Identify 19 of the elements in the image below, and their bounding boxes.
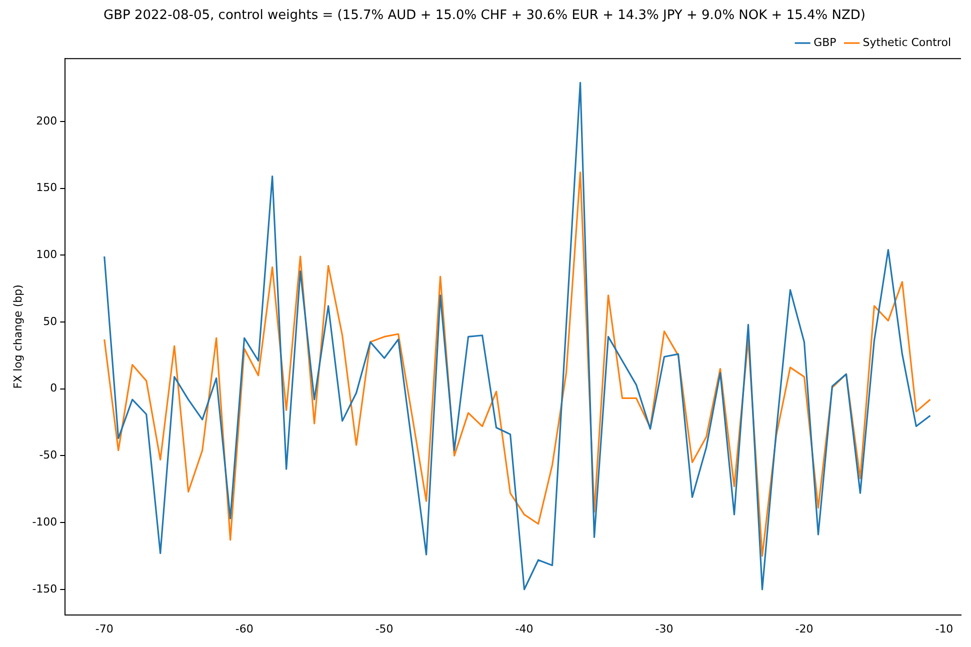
y-tick-label: -50 [39, 448, 58, 462]
y-tick-label: 0 [50, 382, 58, 395]
y-tick-label: -100 [32, 515, 58, 528]
legend-label: GBP [814, 36, 837, 49]
x-tick-label: -20 [795, 622, 814, 636]
y-tick-label: 150 [36, 181, 58, 194]
y-tick-label: -150 [32, 582, 58, 596]
y-tick-label: 200 [36, 114, 58, 128]
x-tick-label: -10 [935, 622, 954, 636]
legend-label: Sythetic Control [862, 36, 952, 49]
x-tick-label: -60 [235, 622, 254, 636]
y-axis-title: FX log change (bp) [11, 284, 24, 389]
y-tick-label: 100 [36, 248, 58, 261]
x-tick-label: -70 [95, 622, 114, 636]
chart-title: GBP 2022-08-05, control weights = (15.7% AUD + 15.0% CHF + 30.6% EUR + 14.3% JPY + 9.0% NOK + 15.4% NZD) [104, 8, 866, 24]
x-tick-label: -40 [515, 622, 534, 636]
x-tick-label: -50 [375, 622, 394, 636]
x-tick-label: -30 [655, 622, 674, 636]
y-tick-label: 50 [43, 314, 58, 328]
